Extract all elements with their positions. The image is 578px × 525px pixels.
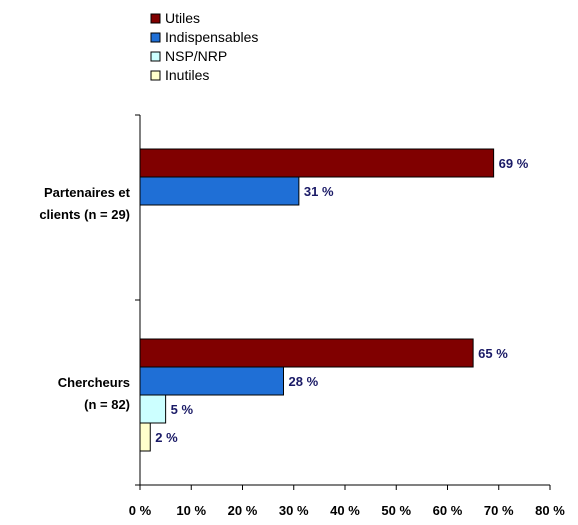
x-tick-label-0: 0 % xyxy=(129,503,152,518)
bar-0-1 xyxy=(139,176,300,206)
bar-1-0 xyxy=(139,338,474,368)
category-label-0-0: Partenaires et xyxy=(44,185,131,200)
category-label-0-1: clients (n = 29) xyxy=(39,207,130,222)
data-label-1-2: 5 % xyxy=(171,402,194,417)
chart-data-labels: 69 % 31 % 65 % 28 % 5 % 2 % xyxy=(155,156,528,445)
legend-swatch-2 xyxy=(150,51,161,62)
x-tick-label-8: 80 % xyxy=(535,503,565,518)
data-label-0-0: 69 % xyxy=(499,156,529,171)
legend-label-2: NSP/NRP xyxy=(165,48,227,64)
data-label-1-1: 28 % xyxy=(289,374,319,389)
chart-bars xyxy=(139,148,495,452)
category-label-1-0: Chercheurs xyxy=(58,375,130,390)
legend-swatch-1 xyxy=(150,32,161,43)
x-tick-label-6: 60 % xyxy=(433,503,463,518)
legend-label-1: Indispensables xyxy=(165,29,258,45)
x-tick-label-5: 50 % xyxy=(381,503,411,518)
x-tick-label-7: 70 % xyxy=(484,503,514,518)
category-label-1-1: (n = 82) xyxy=(84,397,130,412)
bar-1-1 xyxy=(139,366,284,396)
legend-swatch-3 xyxy=(150,70,161,81)
data-label-0-1: 31 % xyxy=(304,184,334,199)
bar-0-0 xyxy=(139,148,495,178)
x-tick-label-1: 10 % xyxy=(176,503,206,518)
legend-label-0: Utiles xyxy=(165,10,200,26)
chart-legend: Utiles Indispensables NSP/NRP Inutiles xyxy=(150,10,258,83)
bar-1-2 xyxy=(139,394,167,424)
x-tick-label-2: 20 % xyxy=(228,503,258,518)
chart-axes: 0 % 10 % 20 % 30 % 40 % 50 % 60 % 70 % 80 % Parte… xyxy=(39,114,565,518)
legend-swatch-0 xyxy=(150,13,161,24)
x-tick-label-4: 40 % xyxy=(330,503,360,518)
data-label-1-0: 65 % xyxy=(478,346,508,361)
legend-label-3: Inutiles xyxy=(165,67,209,83)
bar-1-3 xyxy=(139,422,151,452)
data-label-1-3: 2 % xyxy=(155,430,178,445)
x-tick-label-3: 30 % xyxy=(279,503,309,518)
